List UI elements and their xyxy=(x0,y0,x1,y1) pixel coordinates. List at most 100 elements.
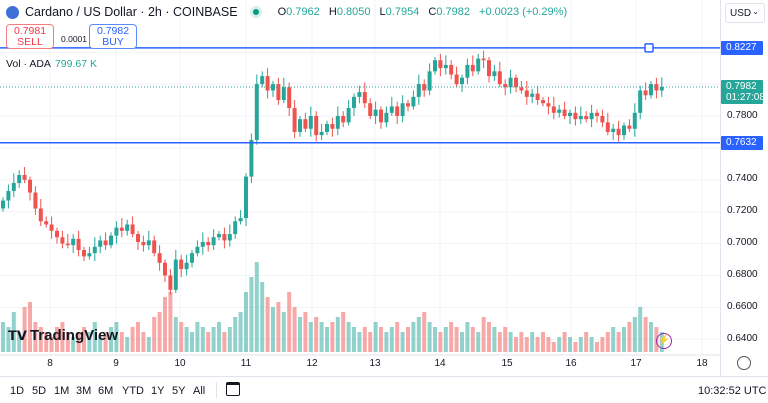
volume-bar xyxy=(28,302,32,352)
candle-body xyxy=(206,242,211,246)
volume-bar xyxy=(497,332,502,352)
logo-text: TradingView xyxy=(29,327,119,344)
price-tick: 0.6400 xyxy=(727,333,758,344)
volume-bar xyxy=(233,317,238,352)
candle-body xyxy=(217,234,221,238)
range-button-5d[interactable]: 5D xyxy=(32,385,47,397)
candle-body xyxy=(411,96,416,107)
volume-bar xyxy=(546,337,551,352)
clock[interactable]: 10:32:52 UTC xyxy=(698,385,767,397)
volume-bar xyxy=(335,317,340,352)
currency-label: USD xyxy=(730,8,752,19)
volume-bar xyxy=(44,332,49,352)
volume-bar xyxy=(519,332,524,352)
candle-body xyxy=(298,119,302,132)
candle-body xyxy=(406,103,410,107)
range-button-ytd[interactable]: YTD xyxy=(122,385,144,397)
time-axis-label: 12 xyxy=(306,358,318,369)
candle-body xyxy=(368,103,373,116)
candle-body xyxy=(659,86,664,91)
time-axis-label: 8 xyxy=(47,358,53,369)
volume-bar xyxy=(244,292,248,352)
candle-body xyxy=(541,100,545,104)
volume-bar xyxy=(595,342,599,352)
buy-button[interactable]: 0.7982 BUY xyxy=(89,24,137,49)
candle-body xyxy=(616,128,621,136)
high-label: H xyxy=(328,6,337,18)
candle-body xyxy=(98,240,103,247)
candle-body xyxy=(227,234,232,241)
symbol-title[interactable]: Cardano / US Dollar · 2h · COINBASE xyxy=(25,5,238,19)
candle-body xyxy=(103,240,108,246)
range-button-1y[interactable]: 1Y xyxy=(151,385,165,397)
candle-body xyxy=(184,262,189,270)
open-label: O xyxy=(277,6,287,18)
volume-bar xyxy=(276,302,281,352)
time-axis-label: 17 xyxy=(630,358,642,369)
volume-bar xyxy=(65,332,70,352)
volume-bar xyxy=(119,332,124,352)
sell-button[interactable]: 0.7981 SELL xyxy=(6,24,54,49)
volume-bar xyxy=(551,342,556,352)
volume-bar xyxy=(22,307,27,352)
range-button-3m[interactable]: 3M xyxy=(76,385,92,397)
open-value: 0.7962 xyxy=(286,6,320,18)
candle-body xyxy=(341,116,346,123)
candle-body xyxy=(114,227,119,236)
range-button-5y[interactable]: 5Y xyxy=(172,385,186,397)
candle-body xyxy=(55,230,59,238)
volume-bar xyxy=(211,327,216,352)
candle-body xyxy=(638,90,643,113)
price-tick: 0.6600 xyxy=(727,301,758,312)
candle-body xyxy=(627,125,632,129)
sell-label: SELL xyxy=(17,36,43,48)
range-button-1d[interactable]: 1D xyxy=(10,385,25,397)
candle-body xyxy=(130,224,135,235)
range-button-all[interactable]: All xyxy=(193,385,206,397)
volume-bar xyxy=(227,327,232,352)
volume-bar xyxy=(487,322,491,352)
last-price-label: 0.7982 01:27:08 xyxy=(721,80,765,104)
upper-line-label: 0.8227 xyxy=(721,41,763,55)
volume-bar xyxy=(168,292,173,352)
lightning-icon[interactable]: ⚡ xyxy=(656,333,672,349)
volume-bar xyxy=(179,322,184,352)
candle-body xyxy=(395,106,400,116)
volume-bar xyxy=(6,327,11,352)
volume-bar xyxy=(190,332,194,352)
candle-body xyxy=(190,253,194,263)
candle-body xyxy=(173,259,178,290)
volume-bar xyxy=(368,332,373,352)
volume-bar xyxy=(373,322,378,352)
candle-body xyxy=(238,218,243,222)
price-chart[interactable] xyxy=(0,0,720,376)
candle-body xyxy=(65,243,70,246)
currency-dropdown[interactable]: USD ⌄ xyxy=(725,3,765,23)
volume-bar xyxy=(524,337,529,352)
candle-body xyxy=(28,179,32,193)
tv-logo-icon: 𝗧𝗩 xyxy=(8,327,27,343)
volume-bar xyxy=(514,337,518,352)
range-button-6m[interactable]: 6M xyxy=(98,385,114,397)
candle-body xyxy=(562,109,567,116)
volume-bar xyxy=(287,292,292,352)
range-button-1m[interactable]: 1M xyxy=(54,385,70,397)
volume-bar xyxy=(341,312,346,352)
candle-body xyxy=(125,224,130,231)
candle-body xyxy=(249,139,254,177)
candle-body xyxy=(362,92,367,104)
candle-body xyxy=(335,116,340,129)
price-axis[interactable] xyxy=(720,0,768,376)
volume-bar xyxy=(454,327,459,352)
candle-body xyxy=(487,60,491,77)
settings-icon[interactable] xyxy=(737,356,751,370)
candle-body xyxy=(454,74,459,85)
close-value: 0.7982 xyxy=(436,6,470,18)
tradingview-logo[interactable]: 𝗧𝗩 TradingView xyxy=(8,327,118,344)
volume-bar xyxy=(249,277,254,352)
chevron-down-icon: ⌄ xyxy=(752,7,759,16)
calendar-icon[interactable] xyxy=(226,382,240,396)
candle-body xyxy=(222,234,227,241)
candle-body xyxy=(373,109,378,116)
volume-label: Vol · ADA xyxy=(6,58,51,70)
